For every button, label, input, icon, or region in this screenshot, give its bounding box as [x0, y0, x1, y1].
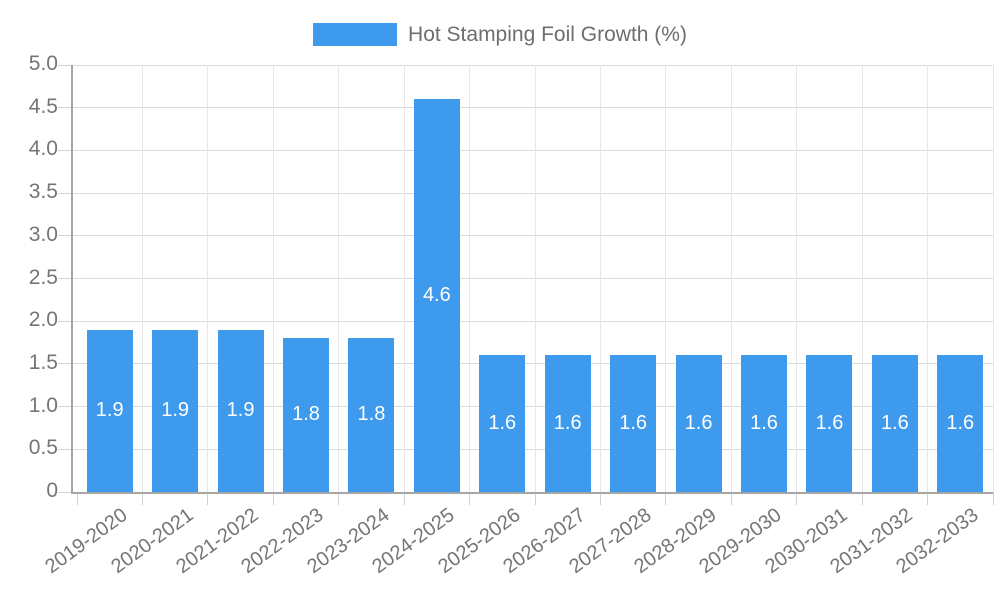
y-axis-tick-mark [58, 363, 72, 365]
bar-value-label: 1.6 [553, 411, 582, 434]
y-tick-label: 3.0 [28, 222, 58, 246]
bar-value-label: 1.9 [95, 398, 124, 421]
bar[interactable] [806, 355, 853, 492]
gridline-vertical [796, 65, 798, 492]
x-axis-tick-mark [861, 492, 863, 505]
y-axis-tick-mark [58, 192, 72, 194]
y-axis-tick-mark [58, 149, 72, 151]
bar-value-label: 1.9 [226, 398, 255, 421]
legend-label: Hot Stamping Foil Growth (%) [408, 22, 687, 46]
y-tick-label: 5.0 [28, 52, 58, 75]
y-tick-label: 0 [46, 479, 58, 502]
gridline-horizontal [72, 278, 993, 279]
bar[interactable] [937, 355, 984, 492]
gridline-horizontal [72, 320, 993, 322]
gridline-vertical [338, 65, 340, 492]
x-axis-tick-mark [927, 492, 929, 505]
x-axis-tick-mark [207, 492, 209, 505]
y-axis-tick-mark [58, 64, 72, 66]
bar-value-label: 1.6 [815, 411, 844, 434]
gridline-vertical [730, 65, 732, 492]
y-tick-label: 0.5 [28, 436, 58, 460]
gridline-vertical [861, 65, 863, 492]
gridline-horizontal [72, 448, 993, 450]
bar[interactable] [675, 355, 722, 492]
x-axis-line [71, 492, 993, 494]
x-axis-tick-mark [730, 492, 732, 505]
bar-value-label: 1.6 [946, 411, 975, 434]
bar-value-label: 1.6 [684, 411, 713, 434]
bar[interactable] [217, 329, 264, 492]
bar-value-label: 1.6 [750, 411, 778, 434]
gridline-horizontal [72, 64, 993, 66]
bar-value-label: 1.6 [619, 411, 648, 434]
y-axis-tick-mark [58, 107, 72, 109]
bar[interactable] [152, 329, 199, 492]
legend-swatch-icon [313, 22, 398, 46]
x-axis-tick-mark [599, 492, 601, 505]
x-axis-tick-mark [469, 492, 471, 505]
chart-legend[interactable]: Hot Stamping Foil Growth (%) [0, 20, 1000, 48]
gridline-vertical [992, 65, 994, 492]
bar-value-label: 4.6 [422, 283, 451, 306]
gridline-vertical [207, 65, 209, 492]
y-tick-label: 2.5 [28, 265, 58, 289]
gridline-vertical [534, 65, 536, 492]
y-tick-label: 1.5 [28, 350, 58, 374]
x-axis-tick-mark [796, 492, 798, 505]
gridline-horizontal [72, 363, 993, 365]
gridline-vertical [599, 65, 601, 492]
bar[interactable] [348, 338, 395, 492]
bar-value-label: 1.6 [488, 411, 517, 434]
gridline-vertical [272, 65, 274, 492]
bar[interactable] [479, 355, 526, 492]
y-axis-tick-mark [58, 448, 72, 450]
bar[interactable] [741, 355, 787, 492]
bar-value-label: 1.6 [880, 411, 909, 434]
y-axis-tick-mark [58, 320, 72, 322]
gridline-horizontal [72, 192, 993, 194]
bar[interactable] [413, 99, 460, 492]
gridline-horizontal [72, 406, 993, 408]
x-axis-tick-mark [272, 492, 274, 505]
y-axis-tick-mark [58, 235, 72, 237]
x-axis-tick-mark [665, 492, 667, 505]
y-axis-line [71, 65, 73, 494]
bar[interactable] [544, 355, 591, 492]
bar-value-label: 1.8 [292, 403, 320, 426]
bar-value-label: 1.8 [357, 403, 386, 426]
bar[interactable] [610, 355, 657, 492]
gridline-horizontal [72, 149, 993, 151]
x-axis-tick-mark [534, 492, 536, 505]
y-tick-label: 4.0 [28, 137, 58, 161]
y-axis-tick-mark [58, 406, 72, 408]
y-tick-label: 1.0 [28, 393, 58, 417]
y-axis-tick-mark [58, 491, 72, 493]
gridline-vertical [665, 65, 667, 492]
bar[interactable] [283, 338, 329, 492]
y-tick-label: 2.0 [28, 308, 58, 332]
x-axis-tick-mark [403, 492, 405, 505]
y-axis-tick-mark [58, 278, 72, 279]
gridline-vertical [469, 65, 471, 492]
bar-value-label: 1.9 [161, 398, 190, 421]
gridline-vertical [927, 65, 929, 492]
x-axis-tick-mark [76, 492, 78, 505]
y-tick-label: 4.5 [28, 94, 58, 118]
x-axis-tick-mark [992, 492, 994, 505]
x-axis-tick-mark [338, 492, 340, 505]
bar[interactable] [86, 329, 133, 492]
gridline-vertical [141, 65, 143, 492]
y-tick-label: 3.5 [28, 180, 58, 204]
gridline-horizontal [72, 107, 993, 109]
gridline-vertical [403, 65, 405, 492]
bar[interactable] [871, 355, 918, 492]
x-axis-tick-mark [141, 492, 143, 505]
gridline-horizontal [72, 235, 993, 237]
